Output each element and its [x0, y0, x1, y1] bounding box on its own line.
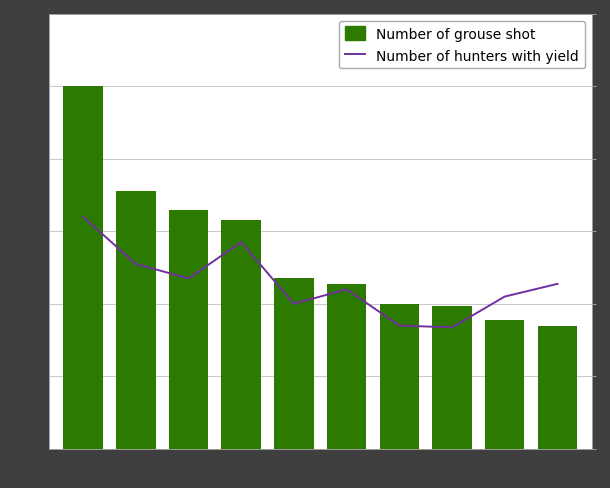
Bar — [432, 306, 472, 449]
Bar — [169, 210, 208, 449]
Bar — [485, 321, 525, 449]
Bar — [379, 304, 419, 449]
Bar — [274, 279, 314, 449]
Legend: Number of grouse shot, Number of hunters with yield: Number of grouse shot, Number of hunters… — [339, 21, 585, 69]
Bar — [327, 285, 367, 449]
Bar — [221, 221, 261, 449]
Bar — [537, 326, 577, 449]
Bar — [116, 192, 156, 449]
Bar — [63, 87, 103, 449]
